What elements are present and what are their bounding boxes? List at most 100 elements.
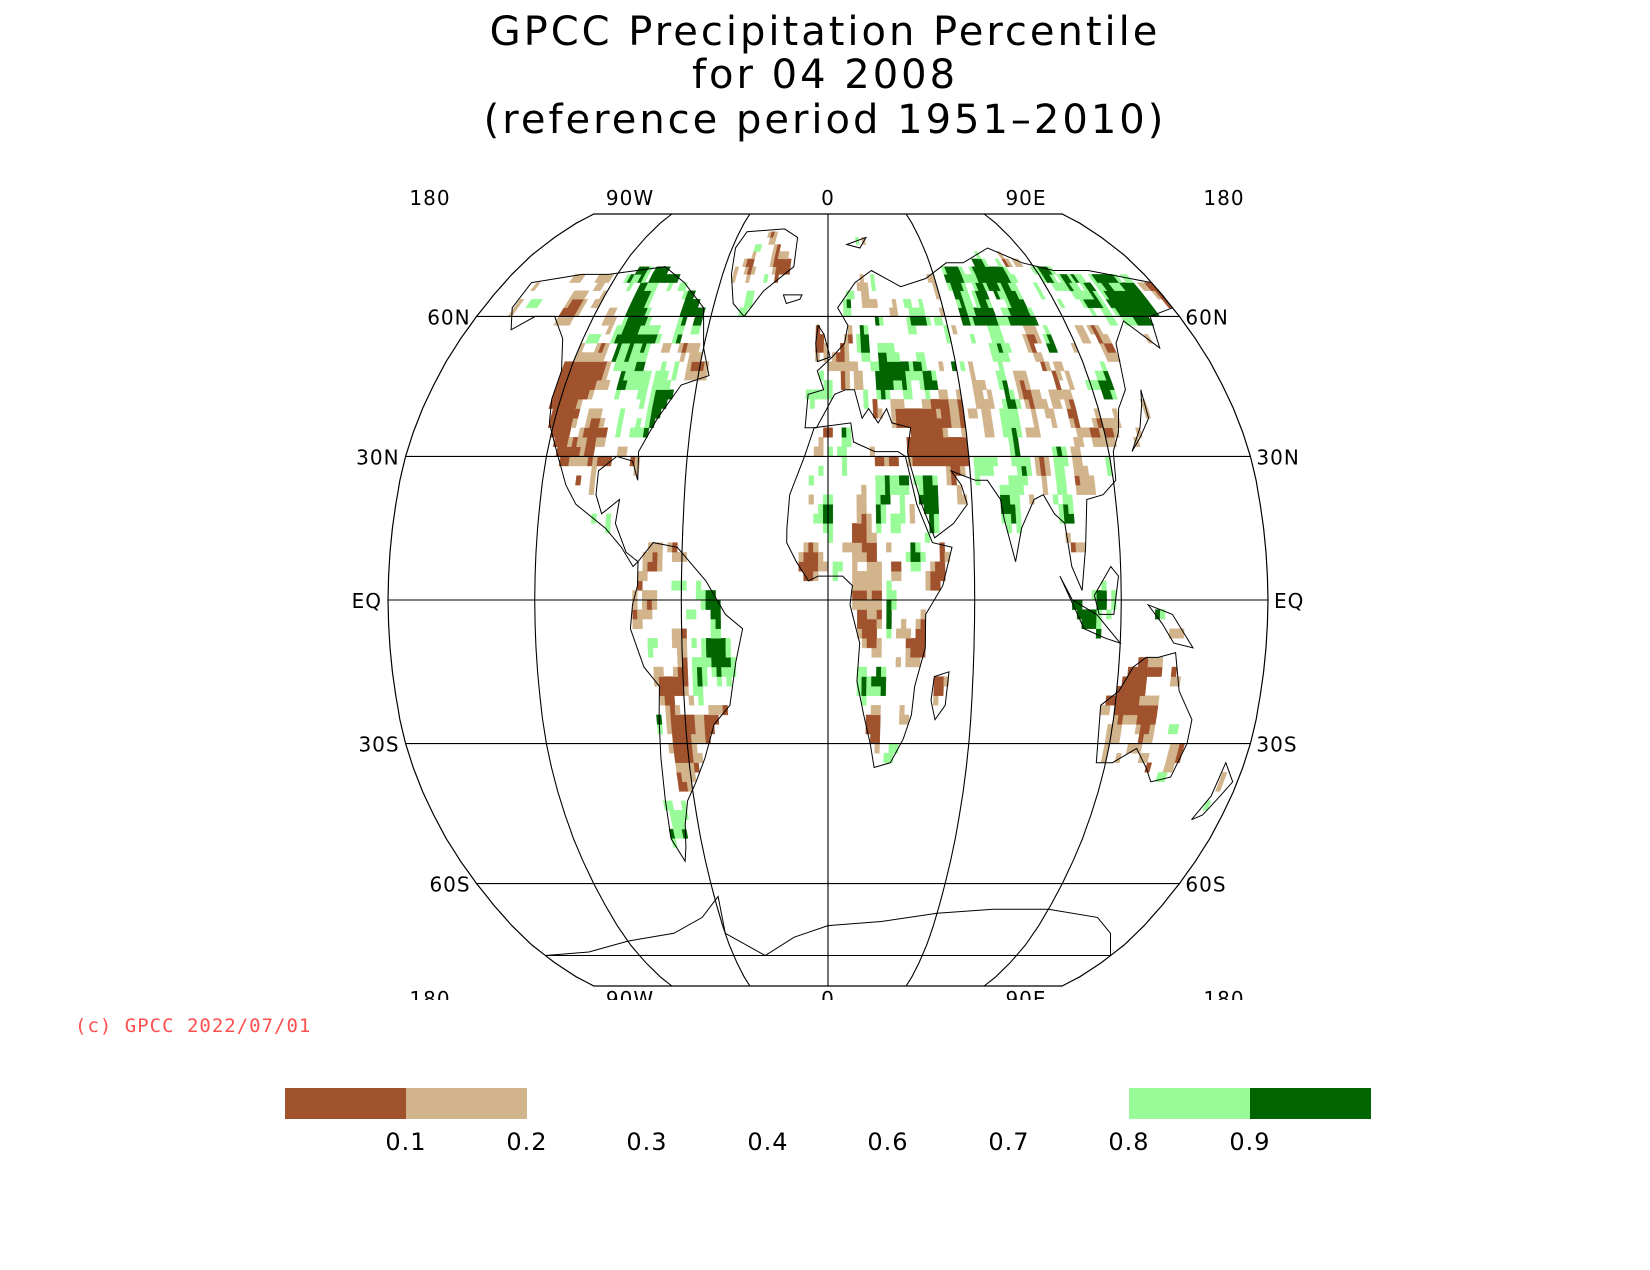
percentile-cell (695, 590, 702, 601)
percentile-cell (798, 551, 804, 562)
percentile-cell (875, 513, 882, 524)
percentile-cell (602, 343, 611, 353)
percentile-cell (818, 446, 824, 457)
percentile-cell (818, 465, 824, 476)
percentile-cell (710, 628, 717, 639)
graticule (388, 213, 1268, 987)
percentile-cell (715, 618, 721, 629)
percentile-cell (832, 561, 839, 572)
lat-label-right: EQ (1274, 589, 1304, 613)
percentile-cell (870, 724, 876, 735)
percentile-cell (1075, 542, 1082, 553)
percentile-cell (857, 551, 863, 562)
percentile-cell (642, 571, 648, 582)
percentile-cell (954, 456, 961, 467)
percentile-cell (879, 456, 885, 467)
percentile-cell (593, 334, 602, 344)
percentile-cell (841, 427, 847, 438)
percentile-cell (866, 599, 873, 610)
percentile-cell (644, 370, 653, 381)
percentile-cell (652, 561, 658, 572)
percentile-cell (862, 609, 868, 620)
percentile-cell (932, 484, 939, 495)
percentile-cell (999, 484, 1006, 495)
percentile-cell (930, 561, 936, 572)
percentile-cell (910, 551, 916, 562)
legend-label: 0.7 (988, 1128, 1030, 1156)
percentile-cell (886, 628, 892, 639)
percentile-cell (880, 389, 887, 400)
percentile-cell (875, 714, 881, 725)
percentile-cell (871, 590, 878, 601)
percentile-cell (1024, 456, 1032, 467)
percentile-cell (651, 599, 658, 610)
percentile-cell (852, 599, 858, 610)
percentile-cell (861, 494, 867, 505)
percentile-cell (697, 686, 704, 696)
percentile-cell (874, 724, 881, 735)
percentile-cell (938, 686, 944, 696)
percentile-cell (659, 695, 666, 706)
percentile-cell (662, 266, 671, 275)
percentile-cell (694, 343, 701, 353)
percentile-cell (920, 618, 926, 629)
percentile-cell (895, 628, 902, 639)
percentile-cell (906, 299, 913, 308)
percentile-cell (601, 427, 609, 438)
percentile-cell (956, 494, 963, 505)
percentile-cell (1036, 352, 1045, 362)
percentile-cell (701, 657, 708, 668)
percentile-cell (637, 580, 643, 591)
copyright-note: (c) GPCC 2022/07/01 (75, 1015, 312, 1037)
percentile-cell (866, 571, 873, 582)
percentile-cell (1089, 484, 1097, 495)
percentile-cell (1015, 513, 1022, 524)
percentile-cell (720, 647, 727, 658)
percentile-cell (1041, 475, 1048, 486)
percentile-cell (840, 352, 846, 362)
percentile-cell (750, 266, 757, 275)
percentile-cell (861, 551, 868, 562)
percentile-cell (710, 638, 717, 649)
percentile-cell (903, 475, 910, 486)
percentile-cell (836, 352, 841, 362)
percentile-cell (876, 609, 882, 620)
legend-label: 0.1 (385, 1128, 427, 1156)
lat-label-left: 60S (429, 873, 470, 897)
percentile-cell (808, 561, 814, 572)
percentile-cell (667, 542, 673, 553)
percentile-cell (844, 361, 850, 372)
percentile-cell (861, 532, 867, 543)
percentile-cell (671, 638, 678, 649)
percentile-cell (720, 657, 727, 668)
percentile-cell (711, 657, 717, 668)
percentile-cell (1004, 484, 1011, 495)
percentile-cell (880, 484, 886, 495)
percentile-cell (818, 513, 824, 524)
lat-label-left: 30S (358, 733, 399, 757)
percentile-cell (888, 743, 894, 754)
percentile-cell (668, 686, 675, 696)
percentile-cell (861, 676, 867, 687)
percentile-cell (647, 561, 653, 572)
percentile-cell (875, 484, 881, 495)
percentile-cell (876, 561, 882, 572)
percentile-cell (695, 580, 702, 591)
percentile-cell (676, 551, 683, 562)
percentile-cell (634, 456, 641, 467)
coastlines (510, 228, 1234, 957)
percentile-cell (1041, 399, 1050, 409)
percentile-cell (861, 504, 867, 514)
percentile-cell (856, 513, 863, 524)
percentile-cell (909, 513, 916, 524)
percentile-cell (928, 504, 935, 514)
percentile-cell (874, 743, 880, 754)
percentile-cell (910, 561, 917, 572)
percentile-cell (1067, 504, 1074, 514)
percentile-cell (900, 618, 907, 629)
percentile-cell (923, 494, 930, 505)
percentile-cell (809, 399, 815, 409)
percentile-cell (632, 618, 638, 629)
percentile-cell (840, 380, 846, 390)
percentile-cell (716, 657, 722, 668)
